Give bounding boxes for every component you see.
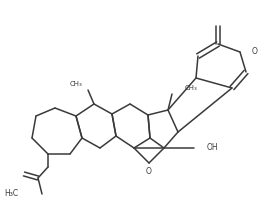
Text: CH₃: CH₃	[185, 85, 198, 91]
Text: O: O	[146, 168, 152, 176]
Text: H₃C: H₃C	[4, 189, 18, 197]
Text: CH₃: CH₃	[69, 81, 82, 87]
Text: OH: OH	[207, 143, 219, 151]
Text: O: O	[252, 47, 258, 56]
